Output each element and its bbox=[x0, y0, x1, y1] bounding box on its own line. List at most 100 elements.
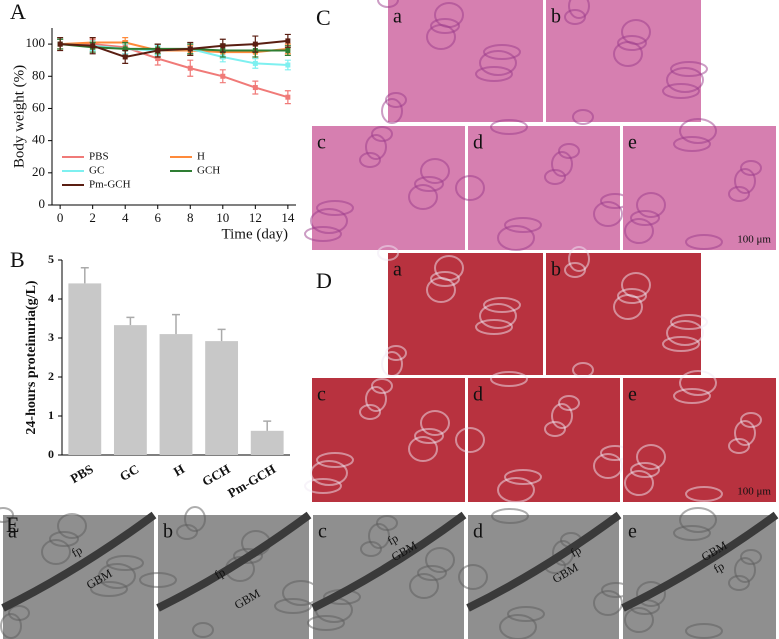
texture bbox=[310, 460, 348, 486]
micrograph bbox=[623, 378, 776, 502]
scale-bar-label: 100 μm bbox=[737, 234, 771, 246]
scale-bar-label: 100 μm bbox=[737, 486, 771, 498]
texture bbox=[662, 83, 700, 99]
texture bbox=[307, 615, 345, 631]
texture bbox=[41, 539, 71, 565]
marker bbox=[187, 65, 193, 71]
x-tick-label: PBS bbox=[68, 461, 96, 486]
image-label: a bbox=[393, 6, 402, 28]
panel-label: C bbox=[316, 5, 331, 30]
texture bbox=[479, 50, 517, 76]
texture bbox=[434, 2, 464, 28]
texture bbox=[662, 336, 700, 352]
micrograph bbox=[546, 0, 701, 122]
texture bbox=[98, 563, 136, 589]
image-label: d bbox=[473, 384, 483, 406]
micrograph bbox=[546, 253, 701, 375]
texture bbox=[455, 175, 485, 201]
y-tick-label: 60 bbox=[32, 99, 45, 114]
texture bbox=[568, 0, 590, 19]
legend-label: PBS bbox=[89, 151, 109, 163]
error-bar bbox=[263, 420, 272, 431]
texture bbox=[630, 462, 660, 478]
texture bbox=[497, 477, 535, 503]
texture bbox=[490, 371, 528, 387]
texture bbox=[617, 288, 647, 304]
texture bbox=[408, 436, 438, 462]
texture bbox=[365, 386, 387, 412]
texture bbox=[593, 453, 623, 479]
y-tick-label: 40 bbox=[32, 132, 45, 147]
panel-label: D bbox=[316, 268, 332, 293]
texture bbox=[728, 575, 750, 591]
texture bbox=[371, 378, 393, 394]
marker bbox=[252, 41, 258, 47]
texture bbox=[430, 271, 460, 287]
texture bbox=[624, 607, 654, 633]
texture bbox=[479, 303, 517, 329]
marker bbox=[155, 48, 161, 54]
texture bbox=[417, 565, 447, 581]
error-bar bbox=[80, 267, 89, 284]
texture bbox=[740, 412, 762, 428]
texture bbox=[377, 0, 399, 8]
image-label: e bbox=[628, 521, 637, 543]
texture bbox=[304, 478, 342, 494]
x-tick-label: GCH bbox=[199, 461, 232, 489]
x-tick-label: 8 bbox=[187, 210, 194, 225]
error-bar bbox=[172, 313, 180, 335]
y-tick-label: 5 bbox=[48, 252, 54, 266]
marker bbox=[285, 38, 291, 44]
texture bbox=[734, 420, 756, 446]
texture bbox=[728, 438, 750, 454]
texture bbox=[233, 548, 263, 564]
texture bbox=[90, 581, 128, 597]
texture bbox=[572, 109, 594, 125]
legend-label: GCH bbox=[197, 165, 220, 177]
marker bbox=[285, 94, 291, 100]
texture bbox=[666, 67, 704, 93]
texture bbox=[414, 428, 444, 444]
texture bbox=[414, 176, 444, 192]
marker bbox=[252, 60, 258, 66]
texture bbox=[621, 19, 651, 45]
texture bbox=[564, 262, 586, 278]
texture bbox=[673, 525, 711, 541]
texture bbox=[434, 255, 464, 281]
marker bbox=[187, 46, 193, 52]
texture bbox=[491, 508, 529, 524]
marker bbox=[57, 41, 63, 47]
image-label: a bbox=[393, 259, 402, 281]
texture bbox=[385, 92, 407, 108]
texture bbox=[685, 234, 723, 250]
texture bbox=[0, 507, 14, 523]
texture bbox=[139, 572, 177, 588]
texture bbox=[376, 515, 398, 531]
y-tick-label: 2 bbox=[48, 369, 54, 383]
texture bbox=[624, 218, 654, 244]
texture bbox=[385, 345, 407, 361]
x-axis-title: Time (day) bbox=[221, 226, 288, 242]
texture bbox=[552, 540, 574, 566]
image-label: b bbox=[551, 6, 561, 28]
texture bbox=[685, 623, 723, 639]
texture bbox=[430, 18, 460, 34]
marker bbox=[122, 46, 128, 52]
error-bar bbox=[126, 316, 135, 326]
texture bbox=[728, 186, 750, 202]
bar bbox=[68, 283, 102, 455]
texture bbox=[544, 169, 566, 185]
texture bbox=[504, 217, 542, 233]
image-label: e bbox=[628, 384, 637, 406]
texture bbox=[593, 201, 623, 227]
texture bbox=[670, 61, 708, 77]
texture bbox=[483, 44, 521, 60]
membrane bbox=[466, 511, 622, 612]
series-line bbox=[60, 39, 288, 58]
image-label: a bbox=[8, 521, 17, 543]
texture bbox=[368, 523, 390, 549]
image-label: d bbox=[473, 132, 483, 154]
image-label: d bbox=[473, 521, 483, 543]
membrane bbox=[621, 511, 779, 612]
